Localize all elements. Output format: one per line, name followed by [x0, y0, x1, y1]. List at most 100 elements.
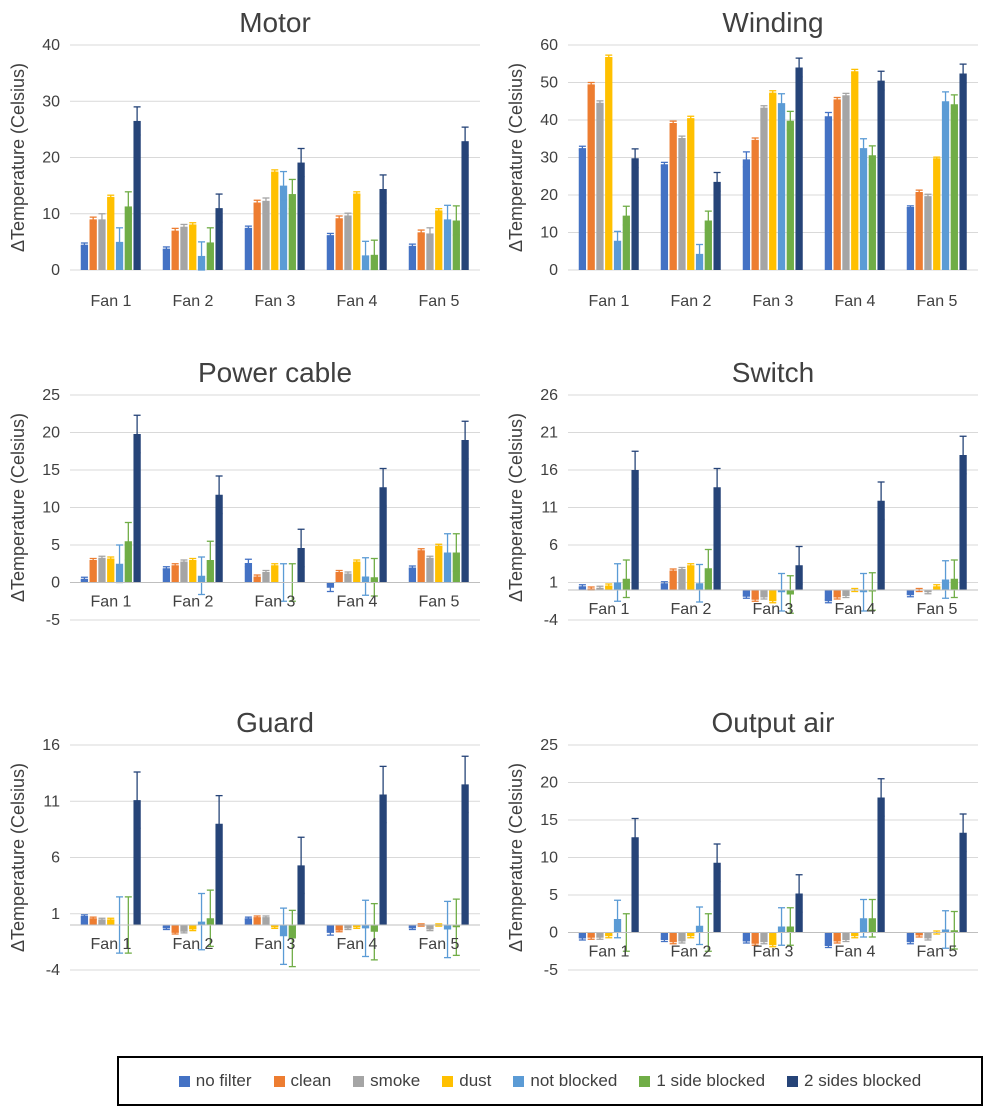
- error-bar: [370, 902, 378, 961]
- error-bar: [713, 843, 721, 883]
- error-bar: [860, 898, 868, 938]
- error-bar: [924, 193, 932, 199]
- bar-smoke: [180, 226, 188, 270]
- x-tick-label: Fan 1: [91, 293, 132, 310]
- error-bar: [297, 836, 305, 895]
- error-bar: [959, 813, 967, 853]
- bar-2-sides-blocked: [379, 487, 387, 583]
- bar-clean: [335, 925, 343, 931]
- bar-dust: [271, 171, 279, 270]
- x-tick-label: Fan 2: [671, 601, 712, 618]
- error-bar: [435, 208, 443, 213]
- x-tick-label: Fan 4: [337, 594, 378, 611]
- bar-smoke: [924, 932, 932, 939]
- bar-clean: [587, 932, 595, 938]
- bar-2-sides-blocked: [379, 794, 387, 925]
- bar-no-filter: [162, 568, 171, 583]
- bar-no-filter: [742, 159, 751, 270]
- bar-2-sides-blocked: [297, 162, 305, 270]
- chart-title: Power cable: [198, 357, 352, 388]
- y-tick-label: 25: [540, 737, 558, 754]
- bar-clean: [833, 932, 841, 942]
- legend-label: clean: [290, 1071, 332, 1090]
- error-bar: [587, 935, 595, 940]
- error-bar: [452, 533, 460, 572]
- error-bar: [379, 765, 387, 824]
- bar-clean: [751, 932, 759, 944]
- bar-dust: [435, 210, 443, 270]
- error-bar: [133, 414, 141, 454]
- error-bar: [596, 935, 604, 940]
- legend-swatch: [639, 1075, 651, 1087]
- bar-no-filter: [660, 932, 669, 940]
- y-axis-label: ΔTemperature (Celsius): [506, 63, 526, 252]
- error-bar: [89, 557, 97, 563]
- legend-item-1-side-blocked: 1 side blocked: [639, 1071, 765, 1091]
- x-tick-label: Fan 2: [173, 936, 214, 953]
- chart-panel-power-cable: Power cable ΔTemperature (Celsius) -5 0 5 10 1…: [0, 350, 498, 700]
- error-bar: [435, 543, 443, 548]
- y-axis-label: ΔTemperature (Celsius): [8, 413, 28, 602]
- error-bar: [162, 246, 170, 251]
- error-bar: [326, 583, 334, 593]
- chart-svg: Winding ΔTemperature (Celsius) 0 10 20 30 40 50…: [506, 7, 978, 310]
- error-bar: [877, 778, 885, 817]
- legend-label: not blocked: [530, 1071, 618, 1090]
- bar-clean: [915, 192, 923, 270]
- bar-1-side-blocked: [124, 206, 132, 270]
- bar-smoke: [344, 215, 352, 270]
- error-bar: [162, 566, 170, 571]
- x-tick-label: Fan 1: [589, 293, 630, 310]
- error-bar: [271, 169, 279, 174]
- bar-2-sides-blocked: [215, 494, 223, 583]
- bar-dust: [107, 558, 115, 583]
- bar-dust: [769, 590, 777, 602]
- bar-1-side-blocked: [704, 220, 712, 270]
- bar-dust: [353, 193, 361, 270]
- error-bar: [860, 572, 868, 612]
- chart-grid: Motor ΔTemperature (Celsius) 0 10 20 30 40 Fan …: [0, 7, 978, 979]
- y-tick-label: -5: [46, 612, 60, 629]
- error-bar: [353, 191, 361, 196]
- bar-dust: [933, 158, 941, 270]
- y-tick-label: 40: [540, 112, 558, 129]
- error-bar: [379, 174, 387, 204]
- bar-smoke: [842, 590, 850, 596]
- legend-label: no filter: [195, 1071, 252, 1090]
- error-bar: [417, 229, 425, 236]
- error-bar: [596, 585, 604, 590]
- bar-2-sides-blocked: [215, 208, 223, 270]
- error-bar: [362, 557, 370, 596]
- error-bar: [180, 559, 188, 564]
- x-tick-label: Fan 4: [835, 293, 876, 310]
- error-bar: [379, 467, 387, 507]
- chart-title: Motor: [239, 7, 311, 38]
- legend-label: 1 side blocked: [656, 1071, 766, 1090]
- bar-dust: [189, 560, 197, 583]
- error-bar: [107, 556, 115, 561]
- legend-item-clean: clean: [273, 1071, 332, 1091]
- bar-no-filter: [660, 583, 669, 590]
- bar-dust: [107, 196, 115, 270]
- bar-no-filter: [162, 248, 171, 270]
- error-bar: [262, 197, 270, 205]
- error-bar: [124, 191, 132, 222]
- bar-1-side-blocked: [868, 155, 876, 270]
- error-bar: [824, 599, 832, 604]
- error-bar: [959, 63, 967, 84]
- error-bar: [924, 936, 932, 941]
- error-bar: [950, 94, 958, 115]
- y-tick-label: 0: [549, 925, 558, 942]
- error-bar: [206, 889, 214, 948]
- legend-swatch: [787, 1075, 799, 1087]
- error-bar: [288, 178, 296, 210]
- error-bar: [678, 939, 686, 944]
- error-bar: [426, 227, 434, 240]
- error-bar: [124, 521, 132, 561]
- error-bar: [262, 569, 270, 575]
- error-bar: [760, 105, 768, 111]
- error-bar: [244, 916, 252, 921]
- error-bar: [778, 907, 786, 946]
- x-tick-label: Fan 3: [753, 293, 794, 310]
- error-bar: [89, 216, 97, 223]
